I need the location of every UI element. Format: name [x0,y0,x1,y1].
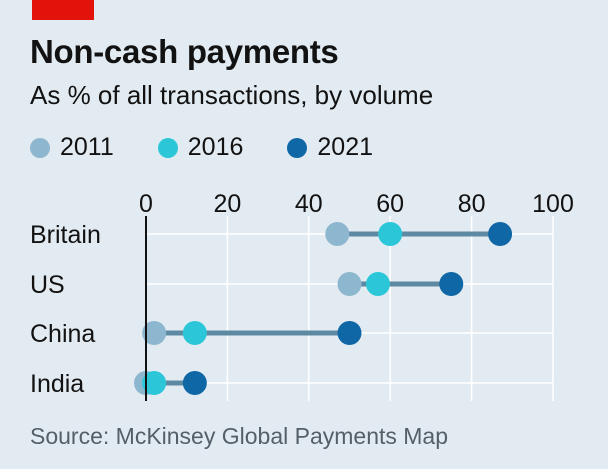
legend-item-2021: 2021 [287,133,373,162]
dot-india-2016 [142,371,167,395]
dot-us-2021 [439,272,464,296]
x-tick-label-100: 100 [532,190,574,218]
legend-label-2021: 2021 [317,133,374,161]
x-tick-label-40: 40 [295,190,323,218]
dot-china-2011 [142,321,167,345]
dot-india-2021 [182,371,207,395]
chart-title: Non-cash payments [30,33,339,70]
legend-label-2016: 2016 [187,133,244,161]
dot-china-2016 [182,321,207,345]
legend-dot-2016 [157,137,178,158]
dot-britain-2021 [488,222,513,246]
x-tick-label-80: 80 [458,190,486,218]
legend: 2011 2016 2021 [30,133,417,162]
source-note: Source: McKinsey Global Payments Map [30,423,449,449]
dot-britain-2011 [325,222,350,246]
legend-dot-2021 [287,137,308,158]
chart-subtitle: As % of all transactions, by volume [30,80,434,110]
x-tick-label-0: 0 [139,190,153,218]
dot-china-2021 [337,321,362,345]
dot-britain-2016 [378,222,403,246]
brand-tag [32,0,94,20]
category-label-china: China [30,320,95,348]
dot-us-2011 [337,272,362,296]
dot-us-2016 [365,272,390,296]
x-tick-label-60: 60 [376,190,404,218]
legend-dot-2011 [30,137,50,158]
category-label-britain: Britain [30,221,101,249]
legend-item-2016: 2016 [157,133,244,162]
legend-label-2011: 2011 [60,133,114,161]
x-tick-label-20: 20 [213,190,241,218]
legend-item-2011: 2011 [30,133,114,162]
category-label-india: India [30,370,84,398]
category-label-us: US [30,271,65,299]
